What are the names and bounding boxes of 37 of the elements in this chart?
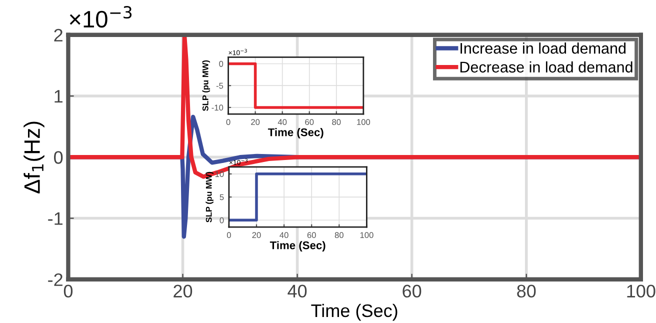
x-tick-label: 80 bbox=[517, 284, 536, 298]
x-axis-title: Time (Sec) bbox=[270, 241, 326, 252]
x-tick-label: 0 bbox=[226, 119, 230, 125]
y-tick-label: 0 bbox=[54, 151, 63, 164]
y-tick-label: 0 bbox=[220, 217, 224, 224]
y-tick-label: -2 bbox=[48, 273, 62, 286]
x-tick-label: 100 bbox=[360, 232, 374, 238]
y-tick-label: 2 bbox=[54, 28, 62, 42]
x-tick-label: 80 bbox=[332, 119, 341, 125]
x-tick-label: 60 bbox=[402, 284, 422, 298]
x-tick-label: 0 bbox=[226, 232, 231, 238]
legend-label: Increase in load demand bbox=[460, 42, 626, 54]
x-tick-label: 80 bbox=[334, 232, 344, 238]
y-tick-label: -10 bbox=[212, 104, 224, 111]
x-tick-label: 20 bbox=[252, 232, 261, 238]
y-tick-label: -5 bbox=[216, 82, 224, 89]
y-axis-title: SLP (pu MW) bbox=[202, 60, 210, 111]
x-tick-label: 100 bbox=[357, 119, 370, 125]
y-tick-label: 0 bbox=[219, 60, 224, 67]
x-tick-label: 40 bbox=[278, 119, 287, 125]
x-tick-label: 20 bbox=[251, 119, 260, 125]
y-tick-label: 1 bbox=[54, 90, 62, 103]
y-tick-label: 5 bbox=[220, 194, 224, 200]
x-tick-label: 0 bbox=[64, 284, 73, 298]
x-axis-title: Time (Sec) bbox=[311, 304, 398, 321]
x-tick-label: 40 bbox=[280, 232, 288, 238]
x-tick-label: 60 bbox=[307, 232, 316, 238]
x-tick-label: 40 bbox=[288, 284, 307, 298]
text: ×10$^{−3}$ bbox=[70, 6, 132, 28]
y-axis-title: Δf$_{1}$(Hz) bbox=[24, 122, 44, 194]
legend-label: Decrease in load demand bbox=[460, 61, 632, 73]
y-axis-title: SLP (pu MW) bbox=[206, 172, 214, 222]
x-tick-label: 60 bbox=[305, 119, 314, 125]
x-tick-label: 20 bbox=[174, 284, 192, 298]
y-tick-label: -1 bbox=[48, 212, 62, 225]
x-axis-title: Time (Sec) bbox=[268, 128, 324, 138]
x-tick-label: 100 bbox=[627, 284, 656, 298]
